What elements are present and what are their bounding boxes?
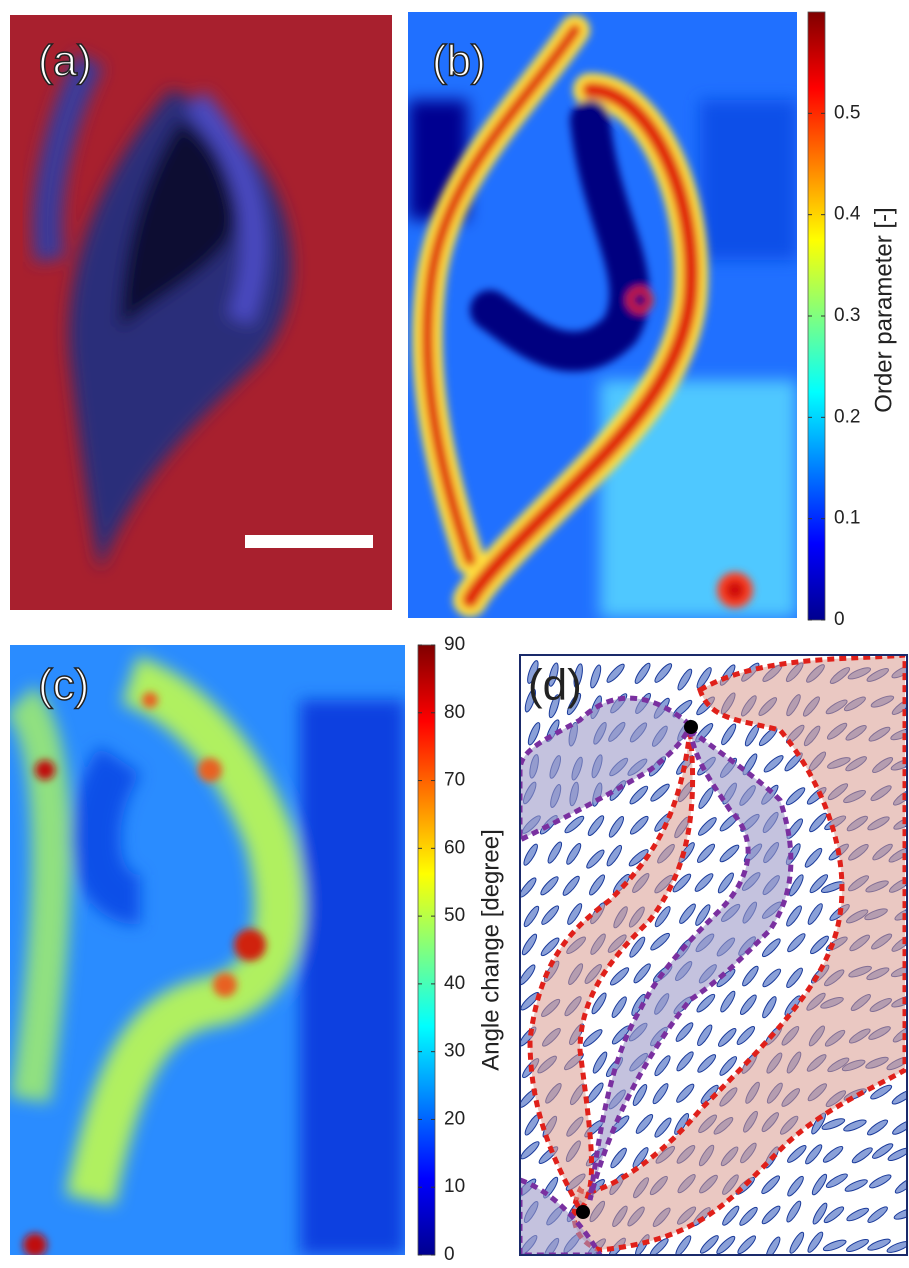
tick-label: 0 <box>444 1244 455 1263</box>
panel-a-image <box>10 15 392 610</box>
tick-label: 80 <box>444 702 465 723</box>
tick-label: 60 <box>444 837 465 858</box>
panel-b-image <box>408 12 797 618</box>
tick-label: 50 <box>444 905 465 926</box>
tick-label: 0.2 <box>834 406 860 427</box>
figure: (a) (b) (c) (d) Order parameter [-] Angl… <box>0 0 909 1263</box>
tick-label: 40 <box>444 973 465 994</box>
tick-label: 0.1 <box>834 508 860 529</box>
panel-label: (c) <box>38 661 89 710</box>
panel-label: (d) <box>528 661 582 710</box>
panel-label: (b) <box>432 37 486 86</box>
colorbar-label: Angle change [degree] <box>477 829 504 1071</box>
colorbar <box>418 645 435 1255</box>
tick-label: 20 <box>444 1108 465 1129</box>
tick-label: 90 <box>444 634 465 655</box>
colorbar-label: Order parameter [-] <box>870 207 897 412</box>
panel-d-diagram <box>516 655 909 1260</box>
panel-label: (a) <box>38 37 92 86</box>
panel-c-image <box>10 645 405 1257</box>
tick-label: 70 <box>444 770 465 791</box>
tick-label: 0.4 <box>834 204 861 225</box>
tick-label: 0.3 <box>834 305 860 326</box>
tick-label: 30 <box>444 1041 465 1062</box>
tick-label: 0 <box>834 609 845 630</box>
tick-label: 10 <box>444 1176 465 1197</box>
tick-label: 0.5 <box>834 102 860 123</box>
